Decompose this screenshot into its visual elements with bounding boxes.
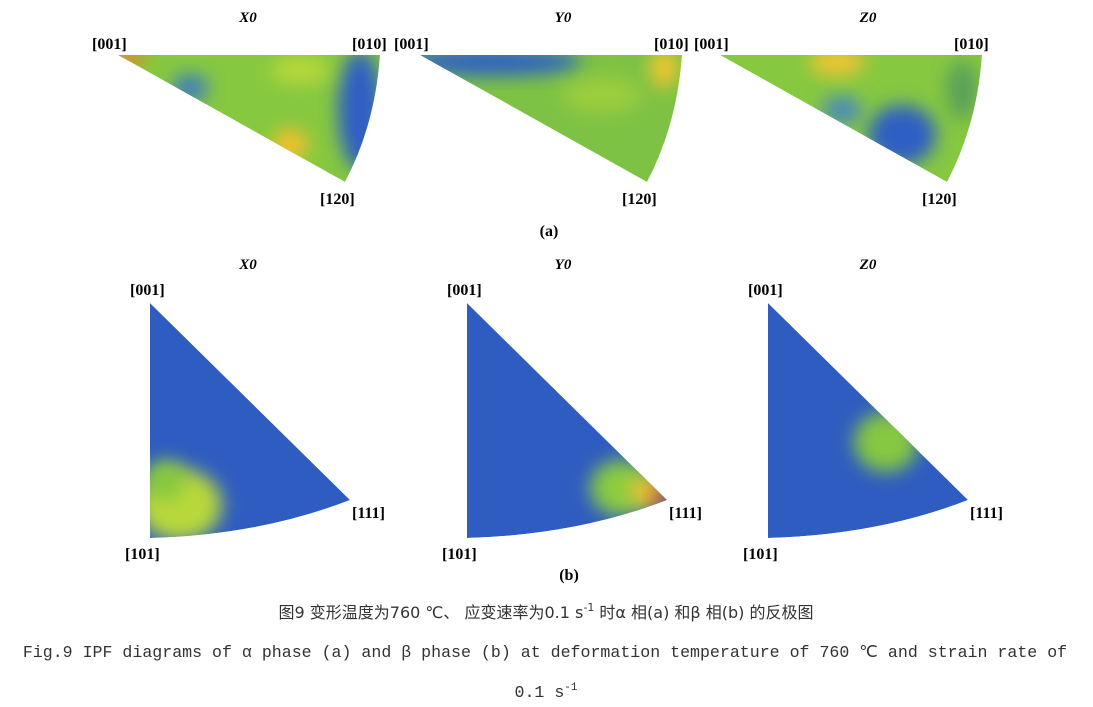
- caption-sup: -1: [583, 601, 594, 614]
- color-region: [822, 96, 862, 124]
- pole-label: [010]: [654, 36, 689, 53]
- color-region: [420, 55, 582, 76]
- pole-label: [101]: [125, 546, 160, 563]
- color-region: [809, 55, 865, 76]
- panel-title: X0: [238, 10, 257, 26]
- pole-label: [101]: [743, 546, 778, 563]
- pole-label: [010]: [954, 36, 989, 53]
- pole-label: [001]: [694, 36, 729, 53]
- color-region: [652, 490, 667, 504]
- color-region: [650, 55, 678, 88]
- caption-text: 0.1 s: [515, 683, 565, 702]
- color-region: [562, 77, 642, 113]
- pole-label: [001]: [447, 282, 482, 299]
- color-region: [868, 105, 936, 165]
- caption-text: 图9 变形温度为760 ℃、 应变速率为0.1 s: [279, 603, 584, 622]
- ipf-panel: X0 [001] [111] [101]: [125, 257, 385, 563]
- color-region: [270, 56, 330, 84]
- ipf-panel: Z0 [001] [010] [120]: [694, 10, 989, 208]
- pole-label: [010]: [352, 36, 387, 53]
- panel-title: Z0: [859, 257, 877, 273]
- ipf-panel: Y0 [001] [111] [101]: [442, 257, 702, 563]
- pole-label: [001]: [394, 36, 429, 53]
- caption-sup: -1: [564, 682, 578, 694]
- ipf-panel: Z0 [001] [111] [101]: [743, 257, 1003, 563]
- panel-title: X0: [238, 257, 257, 273]
- caption-en: 0.1 s-1: [515, 682, 578, 702]
- panel-title: Y0: [555, 257, 572, 273]
- pole-label: [001]: [92, 36, 127, 53]
- pole-label: [120]: [922, 191, 957, 208]
- color-region: [272, 129, 308, 161]
- pole-label: [120]: [622, 191, 657, 208]
- pole-label: [120]: [320, 191, 355, 208]
- color-region: [946, 60, 978, 120]
- panel-title: Z0: [859, 10, 877, 26]
- ipf-panel: X0 [001] [010] [120]: [92, 10, 387, 208]
- color-region: [172, 74, 208, 102]
- panel-title: Y0: [555, 10, 572, 26]
- color-region: [338, 55, 380, 170]
- color-region: [854, 412, 918, 472]
- pole-label: [111]: [970, 505, 1003, 522]
- caption-en: Fig.9 IPF diagrams of α phase (a) and β …: [23, 643, 1067, 662]
- pole-label: [111]: [352, 505, 385, 522]
- caption-text: 时α 相(a) 和β 相(b) 的反极图: [594, 603, 813, 622]
- caption-zh: 图9 变形温度为760 ℃、 应变速率为0.1 s-1 时α 相(a) 和β 相…: [279, 601, 814, 622]
- pole-label: [101]: [442, 546, 477, 563]
- panel-label: (a): [540, 223, 559, 240]
- pole-label: [001]: [748, 282, 783, 299]
- panel-label: (b): [559, 567, 579, 584]
- pole-label: [001]: [130, 282, 165, 299]
- pole-label: [111]: [669, 505, 702, 522]
- color-region: [150, 460, 185, 500]
- ipf-panel: Y0 [001] [010] [120]: [394, 10, 689, 208]
